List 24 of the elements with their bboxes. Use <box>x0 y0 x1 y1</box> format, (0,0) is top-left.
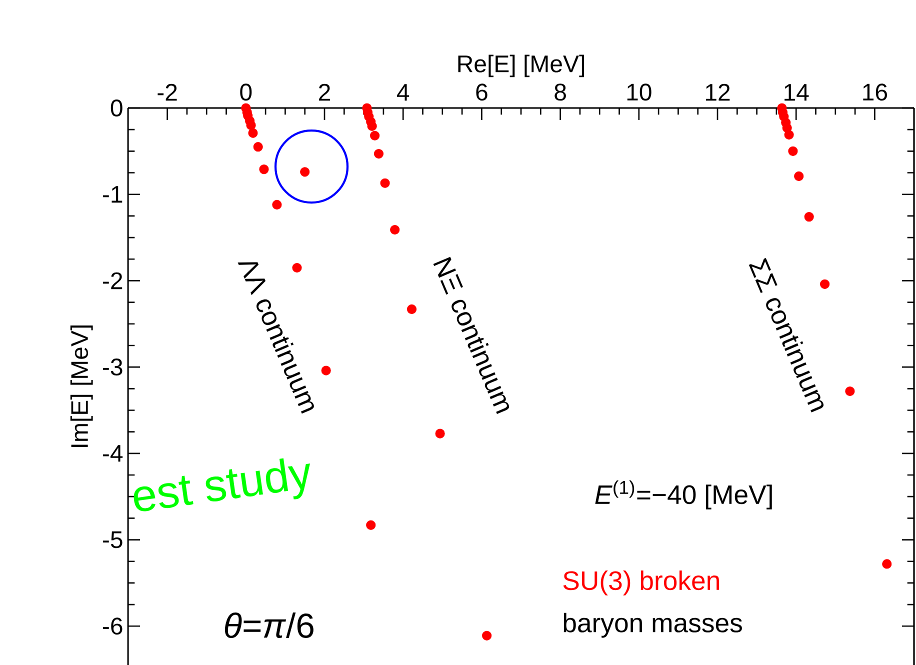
x-tick-label: 12 <box>706 84 730 101</box>
annotation: baryon masses <box>564 612 742 638</box>
x-tick-label: 16 <box>863 84 887 101</box>
annotation: est study <box>134 458 310 512</box>
x-axis-title: Re[E] [MeV] <box>458 54 584 78</box>
annotation: SU(3) broken <box>563 570 719 596</box>
x-tick-label: 0 <box>240 84 252 101</box>
x-tick-label: 14 <box>784 84 809 101</box>
y-axis-title: Im[E] [MeV] <box>70 326 93 447</box>
x-tick-label: 6 <box>476 84 488 101</box>
y-tick-label: -5 <box>103 531 122 548</box>
x-tick-label: 4 <box>396 84 410 101</box>
y-tick-label: -4 <box>103 445 123 462</box>
x-tick-label: 10 <box>627 84 652 101</box>
y-tick-label: -3 <box>103 358 122 376</box>
x-tick-label: -2 <box>158 84 177 101</box>
y-tick-label: -2 <box>103 272 122 290</box>
x-tick-label: 8 <box>554 84 566 101</box>
annotation: θ=π/6 <box>224 612 314 638</box>
annotation: E$^{(1)}$=−40 [MeV] <box>595 480 772 510</box>
y-tick-label: 0 <box>110 99 122 116</box>
y-tick-label: -1 <box>103 186 122 203</box>
y-tick-label: -6 <box>103 618 122 635</box>
x-tick-label: 2 <box>319 84 330 101</box>
